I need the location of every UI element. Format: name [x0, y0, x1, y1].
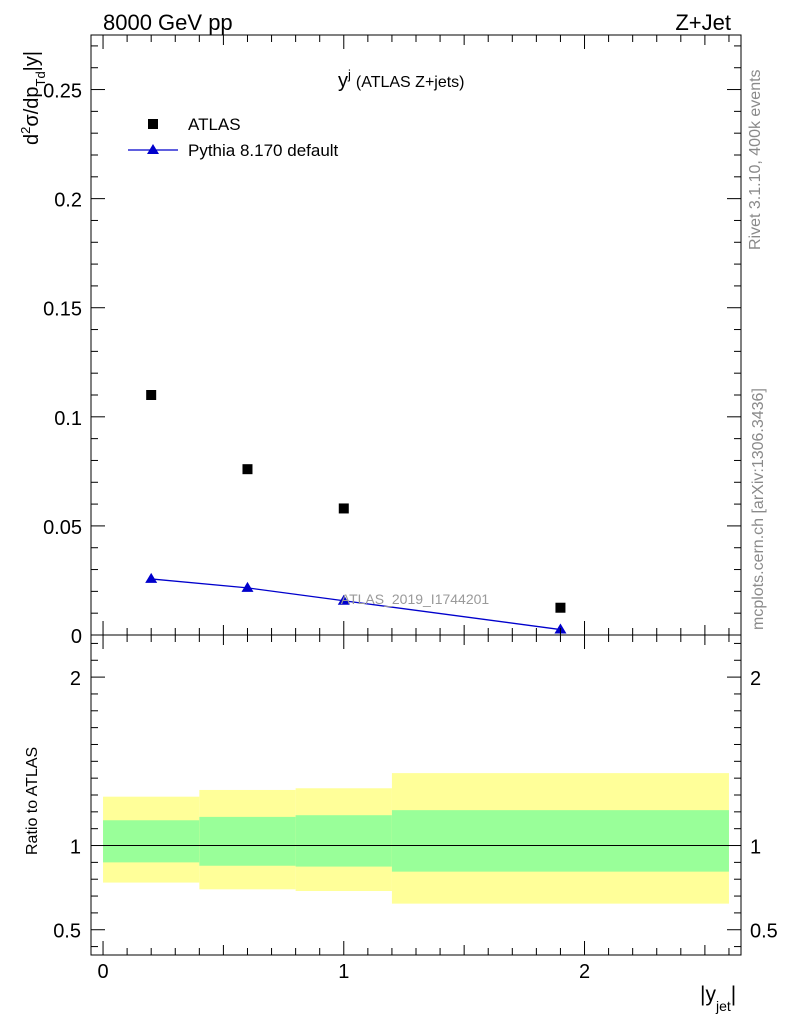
plot-title-main: y: [338, 70, 348, 92]
atlas-point: [555, 602, 566, 613]
ratio-xlabel-end: |: [731, 983, 736, 1006]
main-ylabel: d2σ/dpTd|y|: [18, 51, 48, 145]
pythia-point: [241, 581, 254, 592]
pythia-line: [151, 578, 561, 631]
main-ylabel-end: |y|: [21, 51, 43, 71]
main-xaxis-ticks: [102, 35, 730, 635]
ratio-ytick-label-right: 2: [750, 668, 761, 690]
mcplots-label: mcplots.cern.ch [arXiv:1306.3436]: [750, 388, 767, 630]
ratio-xtick-label: 1: [338, 961, 349, 983]
svg-text:|yjet|: |yjet|: [700, 983, 736, 1014]
legend: ATLAS Pythia 8.170 default: [128, 115, 339, 160]
ratio-band-inner: [391, 810, 729, 872]
plot-title: yj (ATLAS Z+jets): [338, 67, 465, 92]
atlas-point: [146, 390, 157, 400]
ratio-ytick-label-right: 0.5: [750, 921, 778, 943]
energy-label: 8000 GeV pp: [103, 10, 233, 35]
main-ytick-label: 0.1: [54, 408, 82, 430]
ratio-ytick-label-left: 1: [70, 837, 81, 859]
ratio-band-inner: [199, 816, 296, 866]
ratio-xtick-label: 0: [97, 961, 108, 983]
legend-atlas-label: ATLAS: [188, 115, 241, 134]
main-ytick-label: 0: [71, 626, 82, 648]
ratio-band-inner: [295, 815, 392, 867]
ratio-marks: [103, 773, 729, 904]
main-ytick-label: 0.25: [43, 81, 82, 103]
main-ylabel-sub: Td: [33, 71, 48, 86]
ratio-ytick-label-left: 2: [70, 668, 81, 690]
main-panel: 0 0.05 0.1 0.15 0.2 0.25 yj (ATLAS Z+jets) ATL…: [18, 34, 742, 648]
ratio-xtick-label: 2: [579, 961, 590, 983]
svg-text:d2σ/dpTd|y|: d2σ/dpTd|y|: [18, 51, 48, 145]
ratio-band-inner: [103, 820, 200, 863]
ratio-xlabel-main: |y: [700, 983, 716, 1006]
main-ytick-label: 0.05: [43, 517, 82, 539]
atlas-point: [242, 464, 253, 475]
ratio-ytick-label-right: 1: [750, 837, 761, 859]
main-ylabel-mid: σ/dp: [21, 86, 43, 126]
main-ytick-label: 0.15: [43, 299, 82, 321]
legend-pythia-label: Pythia 8.170 default: [188, 141, 339, 160]
main-ylabel-d2: d: [21, 134, 43, 145]
legend-pythia-marker: [147, 144, 159, 154]
ratio-xlabel: |yjet|: [700, 983, 736, 1014]
main-marks: [145, 390, 567, 634]
main-yaxis: 0 0.05 0.1 0.15 0.2 0.25: [43, 45, 741, 648]
pythia-point: [337, 594, 350, 605]
ratio-xaxis: 0 1 2: [97, 635, 730, 983]
ratio-panel: 0.5 0.5 1 1 2 2 0 1 2 Ratio to ATLAS |yjet|: [24, 634, 778, 1014]
ratio-ytick-label-left: 0.5: [53, 921, 81, 943]
plot-title-sup: j: [347, 67, 351, 82]
main-ylabel-sup: 2: [18, 127, 33, 134]
atlas-point: [338, 503, 349, 514]
pythia-point: [145, 572, 158, 583]
main-ytick-label: 0.2: [54, 190, 82, 212]
ratio-ylabel: Ratio to ATLAS: [24, 747, 41, 855]
process-label: Z+Jet: [675, 10, 731, 35]
plot-subtitle: (ATLAS Z+jets): [356, 74, 465, 91]
rivet-label: Rivet 3.1.10, 400k events: [747, 69, 764, 250]
ratio-xlabel-sub: jet: [715, 998, 731, 1014]
ratio-yaxis: 0.5 0.5 1 1 2 2: [53, 642, 778, 948]
legend-atlas-marker: [148, 119, 158, 129]
analysis-label: ATLAS_2019_I1744201: [341, 591, 490, 607]
